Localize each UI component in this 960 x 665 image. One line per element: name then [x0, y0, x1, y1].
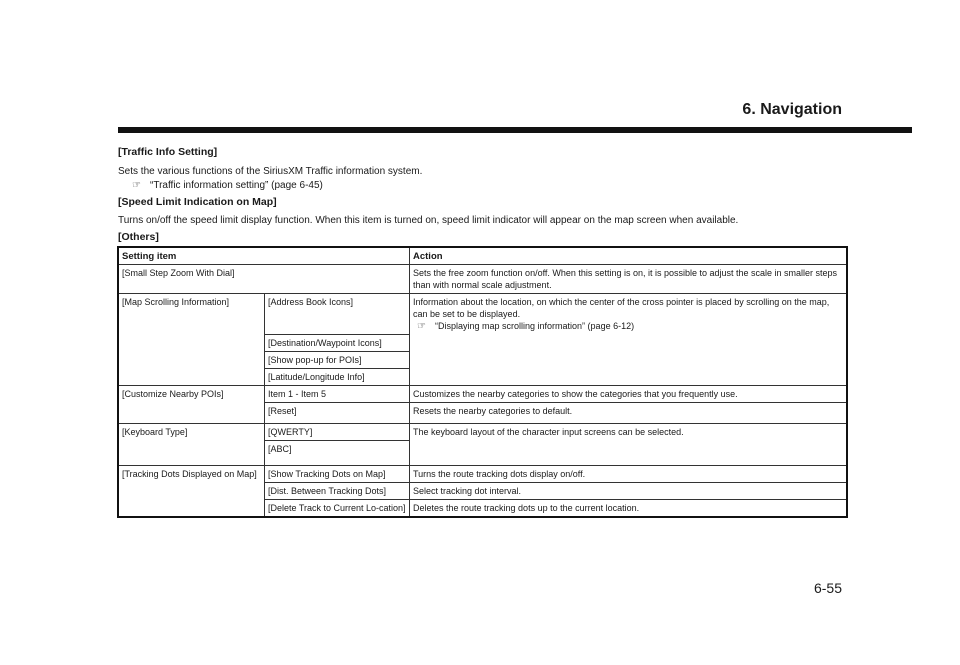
table-row: [Keyboard Type] [QWERTY] The keyboard la…	[117, 423, 848, 466]
sub-item: [Latitude/Longitude Info]	[264, 368, 410, 386]
sub-item: [Dist. Between Tracking Dots]	[264, 482, 410, 500]
action: Sets the free zoom function on/off. When…	[409, 264, 848, 294]
reference-link[interactable]: ☞ “Traffic information setting” (page 6-4…	[132, 180, 323, 191]
section-heading: [Others]	[118, 231, 159, 243]
section-body: Turns on/off the speed limit display fun…	[118, 215, 739, 226]
sub-item: [QWERTY]	[264, 423, 410, 441]
table-row: [Small Step Zoom With Dial] Sets the fre…	[117, 264, 848, 294]
sub-item: [Reset]	[264, 402, 410, 424]
setting-item: [Small Step Zoom With Dial]	[117, 264, 410, 294]
sub-item: Item 1 - Item 5	[264, 385, 410, 403]
action-text: Information about the location, on which…	[413, 297, 830, 319]
table-row: [Map Scrolling Information] [Address Boo…	[117, 293, 848, 386]
sub-item: [Destination/Waypoint Icons]	[264, 334, 410, 352]
sub-item: [Show pop-up for POIs]	[264, 351, 410, 369]
sub-item: [Show Tracking Dots on Map]	[264, 465, 410, 483]
header-action: Action	[409, 246, 848, 265]
sub-item: [Address Book Icons]	[264, 293, 410, 335]
section-heading: [Speed Limit Indication on Map]	[118, 196, 277, 208]
setting-item: [Map Scrolling Information]	[117, 293, 265, 386]
table-row: [Customize Nearby POIs] Item 1 - Item 5 …	[117, 385, 848, 424]
action: The keyboard layout of the character inp…	[409, 423, 848, 466]
settings-table: Setting item Action [Small Step Zoom Wit…	[117, 246, 848, 518]
section-heading: [Traffic Info Setting]	[118, 146, 218, 158]
header-setting-item: Setting item	[117, 246, 410, 265]
reference-text: “Displaying map scrolling information” (…	[435, 321, 635, 331]
chapter-title: 6. Navigation	[742, 101, 842, 118]
action: Resets the nearby categories to default.	[409, 402, 848, 424]
section-body: Sets the various functions of the Sirius…	[118, 166, 423, 177]
action: Turns the route tracking dots display on…	[409, 465, 848, 483]
table-header-row: Setting item Action	[117, 246, 848, 265]
header-rule	[118, 127, 912, 133]
action: Select tracking dot interval.	[409, 482, 848, 500]
sub-item: [Delete Track to Current Lo-cation]	[264, 499, 410, 518]
pointing-hand-reference-icon: ☞	[132, 180, 141, 191]
action: Deletes the route tracking dots up to th…	[409, 499, 848, 518]
reference-link[interactable]: ☞ “Displaying map scrolling information” …	[413, 320, 843, 333]
pointing-hand-reference-icon: ☞	[417, 321, 426, 332]
setting-item: [Tracking Dots Displayed on Map]	[117, 465, 265, 518]
reference-text: “Traffic information setting” (page 6-45…	[150, 180, 323, 191]
action: Customizes the nearby categories to show…	[409, 385, 848, 403]
action: Information about the location, on which…	[409, 293, 848, 386]
setting-item: [Customize Nearby POIs]	[117, 385, 265, 424]
page-number: 6-55	[813, 580, 842, 596]
setting-item: [Keyboard Type]	[117, 423, 265, 466]
sub-item: [ABC]	[264, 440, 410, 466]
table-row: [Tracking Dots Displayed on Map] [Show T…	[117, 465, 848, 518]
